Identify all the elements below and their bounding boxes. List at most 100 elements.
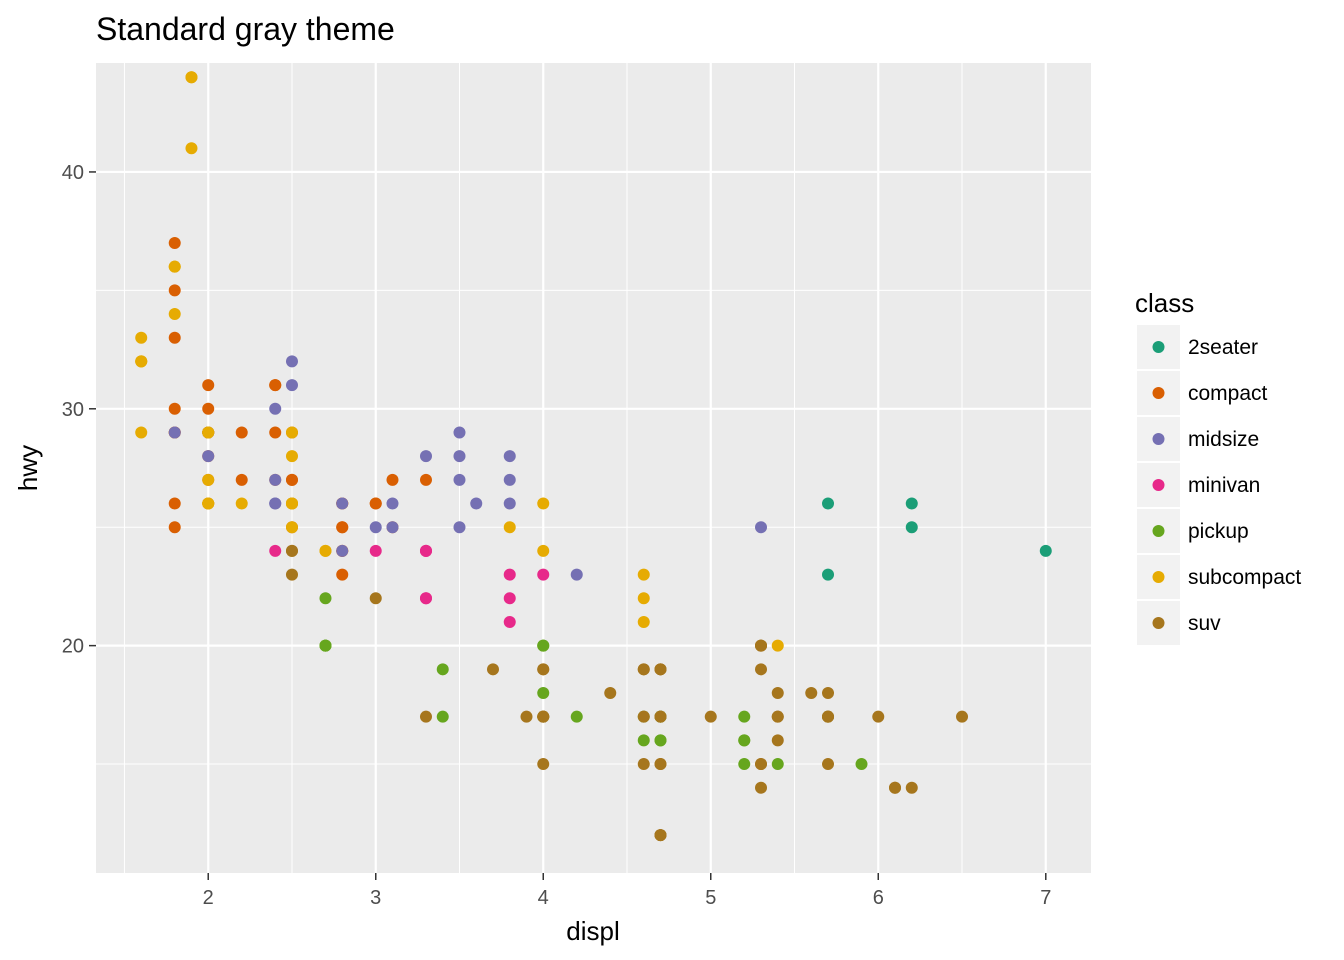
data-point-midsize xyxy=(503,473,516,486)
data-point-compact xyxy=(202,379,215,392)
data-point-midsize xyxy=(386,521,399,534)
data-point-suv xyxy=(285,544,298,557)
data-point-midsize xyxy=(470,497,483,510)
y-axis-label: hwy xyxy=(13,445,43,491)
data-point-compact xyxy=(168,237,181,249)
data-point-minivan xyxy=(537,568,550,581)
data-point-compact xyxy=(269,426,282,439)
legend-label: pickup xyxy=(1188,520,1249,543)
data-point-subcompact xyxy=(503,521,516,534)
legend: class 2seater compact midsize minivan pickup… xyxy=(1135,288,1301,645)
data-points xyxy=(135,71,1052,842)
x-tick-label: 3 xyxy=(370,887,381,909)
x-tick-label: 6 xyxy=(873,887,884,909)
x-axis-label: displ xyxy=(566,916,619,946)
data-point-midsize xyxy=(336,544,349,557)
data-point-pickup xyxy=(738,734,751,747)
data-point-suv xyxy=(822,687,835,699)
data-point-midsize xyxy=(168,426,181,439)
data-point-pickup xyxy=(570,710,583,723)
y-tick-label: 20 xyxy=(62,636,84,658)
data-point-subcompact xyxy=(637,615,650,628)
data-point-subcompact xyxy=(285,450,298,463)
data-point-compact xyxy=(285,473,298,486)
data-point-suv xyxy=(889,781,902,794)
data-point-subcompact xyxy=(185,71,198,84)
data-point-subcompact xyxy=(637,568,650,581)
data-point-pickup xyxy=(738,758,751,771)
data-point-midsize xyxy=(419,450,432,463)
data-point-minivan xyxy=(419,592,432,605)
data-point-compact xyxy=(168,521,181,534)
data-point-suv xyxy=(654,829,667,842)
data-point-compact xyxy=(235,426,248,439)
data-point-2seater xyxy=(905,521,918,534)
legend-key-dot xyxy=(1152,525,1165,537)
data-point-midsize xyxy=(269,402,282,415)
x-tick-label: 2 xyxy=(203,887,214,909)
data-point-pickup xyxy=(436,663,449,676)
data-point-compact xyxy=(168,497,181,510)
legend-label: 2seater xyxy=(1188,336,1258,359)
data-point-pickup xyxy=(738,710,751,723)
x-tick-label: 5 xyxy=(705,887,716,909)
data-point-subcompact xyxy=(537,497,550,510)
data-point-midsize xyxy=(453,426,466,439)
data-point-midsize xyxy=(285,355,298,368)
data-point-minivan xyxy=(269,544,282,557)
data-point-midsize xyxy=(369,521,382,534)
data-point-suv xyxy=(486,663,499,676)
data-point-suv xyxy=(637,758,650,771)
data-point-midsize xyxy=(755,521,768,534)
plot-panel xyxy=(96,63,1091,873)
data-point-compact xyxy=(168,284,181,297)
data-point-suv xyxy=(537,758,550,771)
data-point-suv xyxy=(704,710,717,723)
data-point-compact xyxy=(386,473,399,486)
legend-label: minivan xyxy=(1188,474,1260,497)
data-point-subcompact xyxy=(537,544,550,557)
data-point-pickup xyxy=(319,639,332,652)
data-point-midsize xyxy=(202,450,215,463)
data-point-suv xyxy=(771,687,784,699)
y-tick-label: 40 xyxy=(62,162,84,184)
data-point-suv xyxy=(604,687,617,699)
data-point-subcompact xyxy=(202,497,215,510)
data-point-pickup xyxy=(436,710,449,723)
data-point-minivan xyxy=(419,544,432,557)
data-point-2seater xyxy=(1039,544,1052,557)
data-point-midsize xyxy=(453,450,466,463)
data-point-suv xyxy=(771,734,784,747)
data-point-suv xyxy=(755,639,768,652)
legend-title: class xyxy=(1135,288,1194,318)
data-point-suv xyxy=(654,710,667,723)
chart-title: Standard gray theme xyxy=(96,11,395,47)
legend-label: midsize xyxy=(1188,428,1259,451)
data-point-midsize xyxy=(453,521,466,534)
data-point-subcompact xyxy=(135,426,148,439)
data-point-pickup xyxy=(855,758,868,771)
major-gridlines xyxy=(96,63,1091,873)
data-point-subcompact xyxy=(168,308,181,321)
data-point-compact xyxy=(419,473,432,486)
legend-label: suv xyxy=(1188,612,1221,635)
data-point-suv xyxy=(654,663,667,676)
data-point-suv xyxy=(419,710,432,723)
data-point-subcompact xyxy=(771,639,784,652)
data-point-suv xyxy=(537,663,550,676)
data-point-compact xyxy=(369,497,382,510)
minor-gridlines xyxy=(96,63,1091,873)
data-point-pickup xyxy=(537,687,550,699)
x-tick-label: 7 xyxy=(1040,887,1051,909)
y-tick-label: 30 xyxy=(62,399,84,421)
data-point-suv xyxy=(822,710,835,723)
data-point-subcompact xyxy=(637,592,650,605)
data-point-suv xyxy=(637,710,650,723)
data-point-subcompact xyxy=(185,142,198,155)
data-point-suv xyxy=(537,710,550,723)
axis-ticks: 2 3 4 5 6 7 20 30 40 xyxy=(62,162,1052,909)
data-point-midsize xyxy=(285,379,298,392)
data-point-subcompact xyxy=(202,426,215,439)
legend-key-dot xyxy=(1152,341,1165,353)
